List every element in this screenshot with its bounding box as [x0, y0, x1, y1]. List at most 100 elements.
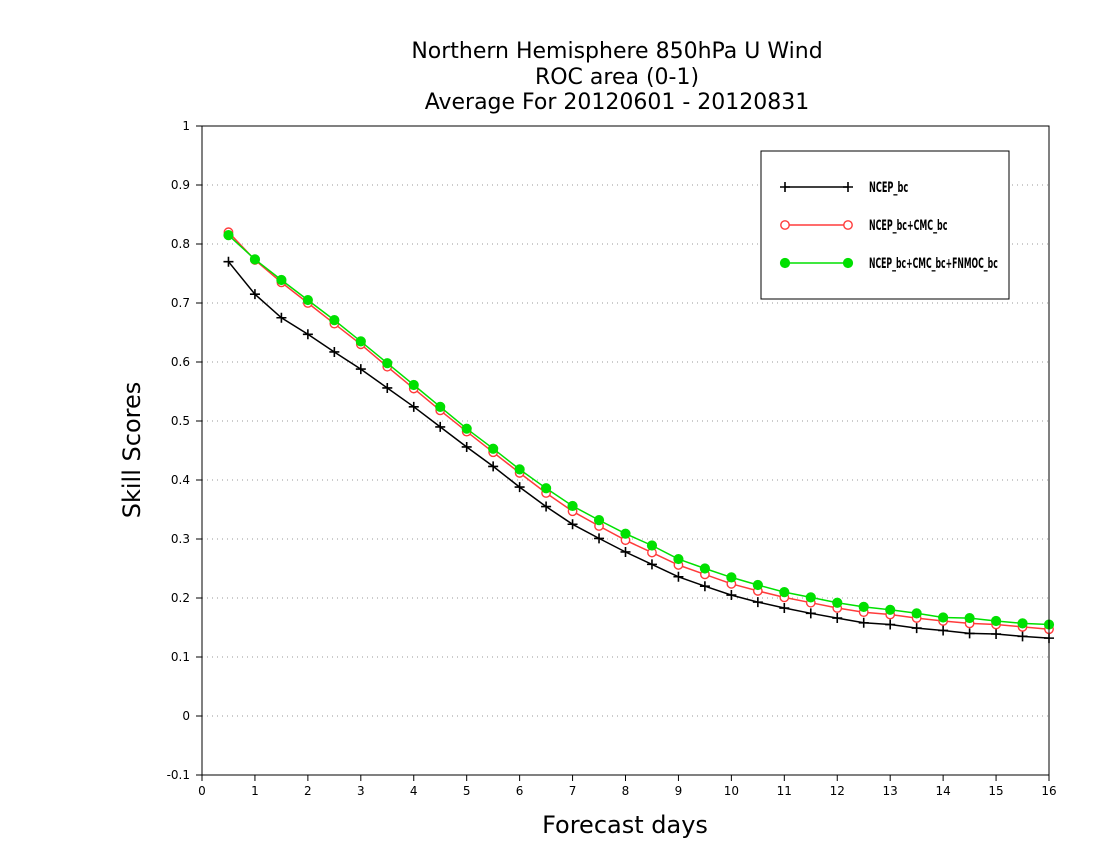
series-2-point-3 — [302, 294, 313, 306]
series-2-point-29 — [990, 615, 1002, 627]
series-0-point-2 — [276, 312, 287, 323]
series-2-point-21 — [779, 587, 790, 598]
series-0-point-17 — [673, 571, 684, 582]
series-0-point-11 — [514, 482, 525, 493]
y-tick-label-4: 0.3 — [171, 532, 190, 546]
legend: NCEP_bc NCEP_bc+CMC_bc NCEP_bc+CMC_bc+FNMO… — [760, 150, 1010, 300]
y-tick-label-10: 0.9 — [171, 178, 190, 192]
x-tick-label-13: 13 — [883, 784, 898, 798]
y-tick-label-0: -0.1 — [167, 768, 190, 782]
series-0-point-8 — [435, 421, 446, 432]
x-tick-label-0: 0 — [198, 784, 206, 798]
title-line-1: Northern Hemisphere 850hPa U Wind — [411, 39, 822, 64]
series-0-point-12 — [541, 501, 552, 512]
x-tick-label-12: 12 — [830, 784, 845, 798]
series-2-point-13 — [567, 500, 578, 512]
series-0-point-21 — [779, 603, 790, 614]
series-2-point-27 — [938, 612, 949, 623]
series-0-point-7 — [408, 401, 419, 412]
series-0-point-3 — [302, 329, 313, 340]
series-line-0 — [227, 261, 1050, 639]
series-2-point-14 — [593, 515, 605, 526]
series-group — [223, 227, 1055, 644]
series-2-point-25 — [885, 604, 896, 615]
series-2-point-0 — [223, 230, 234, 241]
x-axis-title: Forecast days — [542, 811, 708, 839]
legend-marker-end-1 — [843, 220, 853, 230]
x-tick-label-3: 3 — [357, 784, 365, 798]
x-tick-label-6: 6 — [516, 784, 524, 798]
x-tick-label-9: 9 — [675, 784, 683, 798]
x-tick-label-1: 1 — [251, 784, 259, 798]
series-2-point-19 — [726, 572, 737, 583]
chart-title: Northern Hemisphere 850hPa U Wind ROC ar… — [411, 39, 822, 115]
series-0-point-23 — [832, 613, 843, 624]
x-tick-label-11: 11 — [777, 784, 792, 798]
series-0-point-18 — [699, 581, 710, 592]
series-2-point-8 — [435, 401, 446, 412]
series-2-point-7 — [408, 379, 419, 391]
series-2-point-15 — [620, 528, 631, 539]
series-2-point-4 — [329, 315, 340, 326]
x-tick-label-8: 8 — [622, 784, 630, 798]
series-0-point-16 — [646, 559, 657, 570]
legend-label-1: NCEP_bc+CMC_bc — [869, 218, 947, 234]
series-0-point-10 — [488, 461, 499, 472]
series-2 — [223, 230, 1055, 630]
title-line-3: Average For 20120601 - 20120831 — [425, 90, 810, 115]
series-0-point-27 — [938, 625, 949, 636]
legend-marker-end-0 — [843, 182, 853, 192]
series-2-point-17 — [673, 553, 684, 565]
y-tick-label-3: 0.2 — [171, 591, 190, 605]
series-0-point-9 — [461, 441, 472, 452]
y-tick-label-5: 0.4 — [171, 473, 190, 487]
legend-item-0: NCEP_bc — [780, 180, 908, 196]
y-tick-label-9: 0.8 — [171, 237, 190, 251]
y-axis: -0.1 0 0.1 0.2 0.3 0.4 0.5 0.6 0.7 0.8 0.9 1 — [167, 119, 202, 782]
y-tick-label-8: 0.7 — [171, 296, 190, 310]
series-2-point-9 — [461, 423, 472, 434]
series-2-point-1 — [249, 254, 261, 265]
legend-marker-start-2 — [779, 257, 791, 269]
series-2-point-18 — [699, 563, 711, 574]
series-0 — [223, 256, 1054, 644]
series-2-point-5 — [355, 336, 366, 347]
series-0-point-4 — [329, 346, 340, 357]
series-0-point-0 — [223, 256, 234, 267]
x-tick-label-10: 10 — [724, 784, 739, 798]
y-tick-label-1: 0 — [182, 709, 190, 723]
legend-marker-start-0 — [780, 182, 790, 192]
series-2-point-10 — [488, 443, 499, 454]
series-0-point-22 — [805, 608, 816, 619]
series-2-point-6 — [382, 358, 393, 369]
series-0-point-29 — [991, 628, 1002, 639]
series-2-point-20 — [752, 579, 763, 591]
series-0-point-19 — [726, 590, 737, 601]
legend-marker-end-2 — [842, 257, 854, 269]
series-2-point-28 — [964, 612, 975, 624]
series-0-point-28 — [964, 628, 975, 639]
x-tick-label-4: 4 — [410, 784, 418, 798]
title-line-2: ROC area (0-1) — [535, 65, 699, 90]
series-0-point-14 — [594, 533, 605, 544]
y-tick-label-7: 0.6 — [171, 355, 190, 369]
x-tick-label-5: 5 — [463, 784, 471, 798]
x-axis: 0 1 2 3 4 5 6 7 8 9 10 11 12 13 14 15 16 — [198, 775, 1057, 798]
series-2-point-24 — [858, 601, 869, 612]
series-2-point-22 — [805, 592, 816, 603]
legend-item-2: NCEP_bc+CMC_bc+FNMOC_bc — [779, 256, 998, 272]
x-tick-label-2: 2 — [304, 784, 312, 798]
series-2-point-2 — [276, 274, 287, 286]
series-0-point-6 — [382, 382, 393, 393]
series-0-point-13 — [567, 519, 578, 530]
series-2-point-30 — [1017, 618, 1028, 629]
series-0-point-1 — [249, 289, 260, 300]
x-tick-label-7: 7 — [569, 784, 577, 798]
x-tick-label-15: 15 — [988, 784, 1003, 798]
series-2-point-12 — [540, 483, 552, 494]
series-0-point-30 — [1017, 631, 1028, 642]
legend-items: NCEP_bc NCEP_bc+CMC_bc NCEP_bc+CMC_bc+FNMO… — [779, 180, 998, 272]
series-2-point-16 — [646, 540, 658, 551]
x-tick-label-16: 16 — [1041, 784, 1056, 798]
series-0-point-5 — [355, 364, 366, 375]
